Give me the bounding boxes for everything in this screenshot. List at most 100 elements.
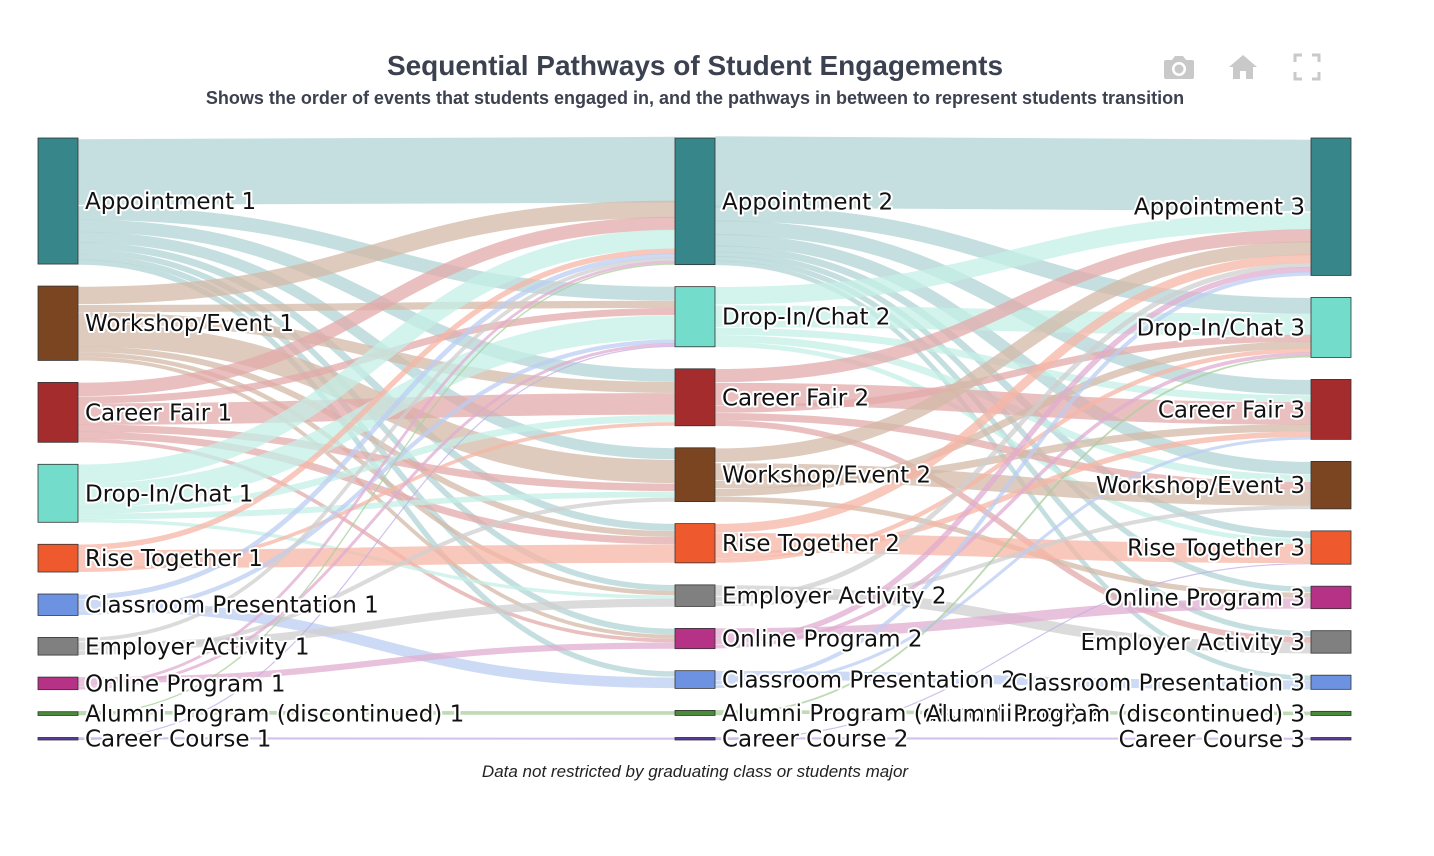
link-e2-w3[interactable] [714,505,1312,607]
link-o1-a2[interactable] [77,260,676,687]
node-label-cp2: Classroom Presentation 2 [722,668,1016,694]
node-r1[interactable] [37,543,79,573]
node-cp2[interactable] [674,670,716,689]
node-a2[interactable] [674,137,716,266]
link-w2-d3[interactable] [714,341,1312,497]
link-cp2-cp3[interactable] [714,670,1312,690]
node-cp3[interactable] [1310,674,1352,690]
node-label-cc2: Career Course 2 [722,727,908,753]
node-w2[interactable] [674,447,716,503]
node-cc2[interactable] [674,737,716,741]
link-c1-a2[interactable] [77,216,676,397]
link-d2-r3[interactable] [714,342,1312,544]
link-a2-e3[interactable] [714,255,1312,637]
link-o1-o2[interactable] [77,642,676,684]
node-label-w2: Workshop/Event 2 [722,463,931,489]
node-e2[interactable] [674,584,716,607]
link-w1-r2[interactable] [77,346,676,537]
link-o2-a3[interactable] [714,266,1312,645]
link-c2-w3[interactable] [714,412,1312,490]
node-r2[interactable] [674,523,716,564]
node-o1[interactable] [37,676,79,691]
node-al1[interactable] [37,711,79,716]
node-cc3[interactable] [1310,737,1352,741]
link-r1-c2[interactable] [77,422,676,573]
node-label-c1: Career Fair 1 [85,400,232,426]
node-label-r3: Rise Together 3 [1127,536,1305,562]
node-w1[interactable] [37,285,79,361]
link-c2-d3[interactable] [714,334,1312,413]
node-w3[interactable] [1310,460,1352,510]
node-label-d2: Drop-In/Chat 2 [722,305,890,331]
link-c1-w2[interactable] [77,424,676,492]
link-d1-a2[interactable] [77,229,676,484]
link-a1-a2[interactable] [77,136,676,205]
link-cp2-c3[interactable] [714,436,1312,689]
node-r3[interactable] [1310,530,1352,565]
link-c2-a3[interactable] [714,229,1312,383]
node-label-cc3: Career Course 3 [1119,727,1305,753]
node-d1[interactable] [37,463,79,523]
link-o1-d2[interactable] [77,343,676,690]
link-cp1-a2[interactable] [77,253,676,600]
download-plot-button[interactable] [1160,50,1198,84]
link-r1-r2[interactable] [77,544,676,569]
node-label-e2: Employer Activity 2 [722,584,947,610]
link-w2-a3[interactable] [714,241,1312,463]
node-d3[interactable] [1310,297,1352,358]
link-d1-c2[interactable] [77,415,676,514]
link-w1-a2[interactable] [77,200,676,305]
link-c1-r2[interactable] [77,431,676,545]
link-d1-w2[interactable] [77,491,676,520]
link-r2-a3[interactable] [714,254,1312,533]
node-cc1[interactable] [37,737,79,741]
link-cp1-cp2[interactable] [77,599,676,689]
link-al2-al3[interactable] [714,710,1312,716]
link-a2-a3[interactable] [714,136,1312,212]
node-a3[interactable] [1310,137,1352,276]
link-d2-a3[interactable] [714,212,1312,305]
link-d1-d2[interactable] [77,315,676,508]
link-d2-d3[interactable] [714,305,1312,336]
link-cp2-a3[interactable] [714,271,1312,685]
node-c1[interactable] [37,382,79,443]
node-c3[interactable] [1310,379,1352,440]
node-label-cc1: Career Course 1 [85,727,271,753]
node-label-al3: Alumni Program (discontinued) 3 [926,701,1305,727]
node-e1[interactable] [37,637,79,656]
link-al2-d3[interactable] [714,355,1312,716]
link-cc1-d2[interactable] [77,345,676,741]
link-e2-a3[interactable] [714,262,1312,602]
node-cp1[interactable] [37,593,79,616]
node-label-w1: Workshop/Event 1 [85,311,294,337]
node-d2[interactable] [674,286,716,348]
link-c2-c3[interactable] [714,382,1312,425]
node-al3[interactable] [1310,710,1352,716]
node-e3[interactable] [1310,630,1352,654]
node-label-a3: Appointment 3 [1134,195,1305,221]
sankey-nodes [37,137,1352,741]
node-o2[interactable] [674,628,716,650]
link-al1-a2[interactable] [77,263,676,716]
link-cc2-r3[interactable] [714,563,1312,741]
link-e1-w2[interactable] [77,497,676,655]
node-a1[interactable] [37,137,79,265]
link-r2-r3[interactable] [714,533,1312,564]
link-o2-d3[interactable] [714,352,1312,649]
link-e1-a2[interactable] [77,257,676,642]
reset-axes-button[interactable] [1224,50,1262,84]
link-c2-e3[interactable] [714,420,1312,643]
link-d2-c3[interactable] [714,327,1312,403]
node-label-c3: Career Fair 3 [1158,397,1305,423]
link-cp1-d2[interactable] [77,339,676,616]
modebar [1160,50,1326,84]
node-label-al1: Alumni Program (discontinued) 1 [85,702,464,728]
node-label-r2: Rise Together 2 [722,531,900,557]
node-o3[interactable] [1310,585,1352,610]
node-al2[interactable] [674,710,716,716]
link-w2-w3[interactable] [714,463,1312,506]
link-r1-a2[interactable] [77,248,676,550]
link-a1-r2[interactable] [77,242,676,531]
node-c2[interactable] [674,368,716,427]
fullscreen-button[interactable] [1288,50,1326,84]
